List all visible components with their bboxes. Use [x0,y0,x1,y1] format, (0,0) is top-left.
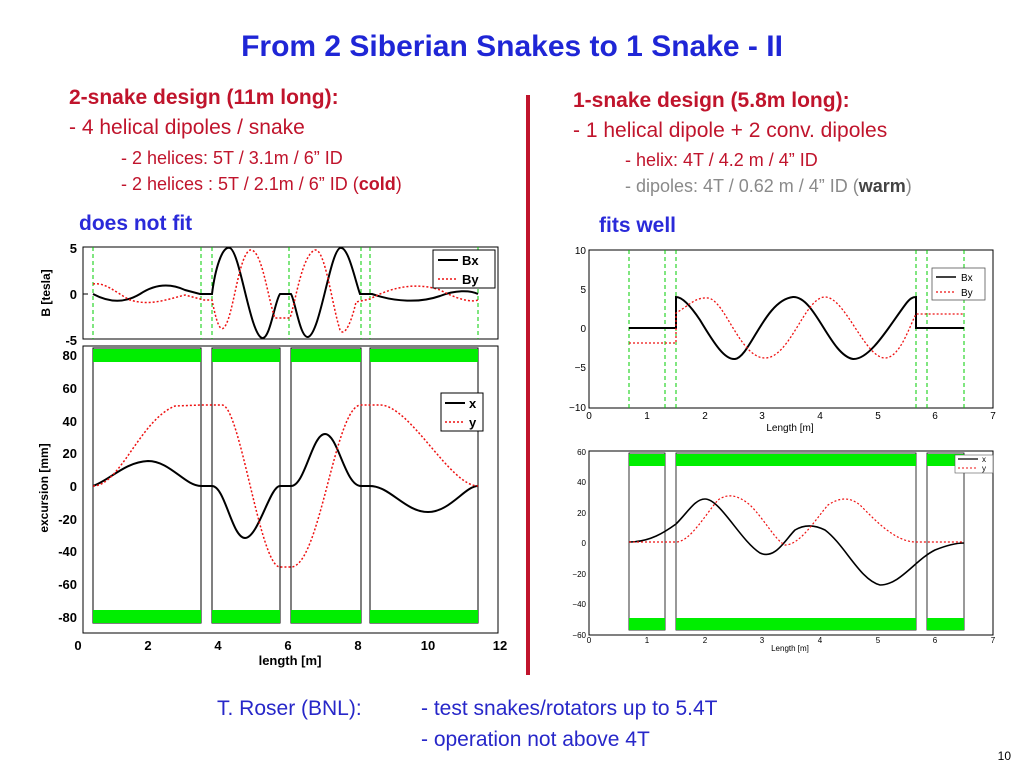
x-tick-label: 5 [875,411,881,422]
x-tick-label: 4 [817,411,823,422]
x-axis-label: length [m] [259,653,322,668]
right-orbit-plot: x y 60 40 20 0 −20 −40 −60 0 1 2 3 4 5 6… [572,448,995,653]
x-tick-label: 6 [933,636,938,645]
x-tick-label: 7 [991,636,996,645]
x-tick-label: 7 [990,411,996,422]
x-tick-label: 3 [759,411,765,422]
right-line-3: - dipoles: 4T / 0.62 m / 4” ID (warm) [625,176,912,196]
right-field-legend [931,267,986,301]
y-tick-label: 60 [63,381,77,396]
x-tick-label: 0 [587,636,592,645]
right-verdict: fits well [599,214,677,237]
left-line-1: - 4 helical dipoles / snake [69,116,305,139]
x-tick-label: 6 [932,411,938,422]
x-tick-label: 10 [421,638,435,653]
y-tick-label: 0 [582,539,587,548]
right-field-series-bx [629,295,964,361]
right-orbit-frame [588,450,994,636]
left-field-legend [432,249,496,289]
y-tick-label: 60 [577,448,586,457]
y-tick-label: 0 [70,479,77,494]
y-tick-label: -60 [58,577,77,592]
y-tick-label: -20 [58,512,77,527]
x-tick-label: 2 [702,411,708,422]
right-field-series-by [629,296,964,359]
x-tick-label: 4 [818,636,823,645]
x-tick-label: 1 [645,636,650,645]
x-tick-label: 1 [644,411,650,422]
y-tick-label: -5 [65,333,77,348]
legend-label: By [462,272,479,287]
right-field-frame [588,249,994,409]
y-axis-label: excursion [mm] [37,443,51,532]
x-tick-label: 8 [354,638,361,653]
x-axis-label: Length [m] [771,644,809,653]
right-orbit-series-x [628,498,965,586]
y-tick-label: −5 [575,363,587,374]
y-tick-label: 0 [580,324,586,335]
left-orbit-plot: x y 80 60 40 20 0 -20 -40 -60 -80 0 2 4 … [37,345,507,668]
x-tick-label: 6 [284,638,291,653]
right-heading: 1-snake design (5.8m long): [573,89,850,112]
left-line-3: - 2 helices : 5T / 2.1m / 6” ID (cold) [121,174,402,194]
legend-label: y [469,415,477,430]
x-tick-label: 12 [493,638,507,653]
x-tick-label: 2 [703,636,708,645]
y-tick-label: -80 [58,610,77,625]
legend-label: x [469,396,477,411]
left-field-frame [82,246,499,340]
left-field-series-by [92,249,479,333]
right-orbit-legend [954,454,994,474]
y-tick-label: 0 [70,287,77,302]
left-orbit-frame [82,345,499,634]
left-field-series-bx [92,246,479,339]
right-field-plot: Bx By 10 5 0 −5 −10 0 1 2 3 4 5 6 7 Leng… [569,246,996,434]
y-tick-label: −60 [572,631,586,640]
y-tick-label: −10 [569,403,586,414]
left-orbit-legend [440,392,484,432]
x-tick-label: 5 [876,636,881,645]
y-tick-label: 80 [63,348,77,363]
legend-label: Bx [462,253,479,268]
y-tick-label: 10 [575,246,587,257]
left-orbit-series-y [92,404,479,568]
left-heading: 2-snake design (11m long): [69,86,339,109]
y-tick-label: 40 [577,478,586,487]
page-number: 10 [997,749,1011,763]
legend-label: Bx [961,273,973,284]
x-tick-label: 0 [586,411,592,422]
y-tick-label: 5 [70,241,77,256]
x-tick-label: 0 [74,638,81,653]
y-tick-label: 40 [63,414,77,429]
legend-label: y [982,464,986,473]
right-magnet-bars [629,454,964,630]
y-tick-label: 20 [577,509,586,518]
slide-title: From 2 Siberian Snakes to 1 Snake - II [241,30,783,63]
left-verdict: does not fit [79,212,193,235]
left-orbit-series-x [92,432,479,540]
y-axis-label: B [tesla] [39,269,53,316]
y-tick-label: 5 [580,285,586,296]
footer-line-1: - test snakes/rotators up to 5.4T [421,697,718,720]
right-line-2: - helix: 4T / 4.2 m / 4” ID [625,150,818,170]
left-line-2: - 2 helices: 5T / 3.1m / 6” ID [121,148,343,168]
legend-label: x [982,455,986,464]
x-tick-label: 2 [144,638,151,653]
footer-line-2: - operation not above 4T [421,728,650,751]
x-tick-label: 4 [214,638,222,653]
left-magnet-bars [93,349,478,623]
left-field-plot: Bx By 5 0 -5 B [tesla] [39,241,499,348]
y-tick-label: −40 [572,600,586,609]
y-tick-label: −20 [572,570,586,579]
footer-author: T. Roser (BNL): [217,697,362,720]
y-tick-label: -40 [58,544,77,559]
divider-line [526,95,530,675]
right-line-1: - 1 helical dipole + 2 conv. dipoles [573,119,888,142]
legend-label: By [961,288,973,299]
x-axis-label: Length [m] [766,423,813,434]
right-orbit-series-y [629,495,964,546]
y-tick-label: 20 [63,446,77,461]
x-tick-label: 3 [760,636,765,645]
